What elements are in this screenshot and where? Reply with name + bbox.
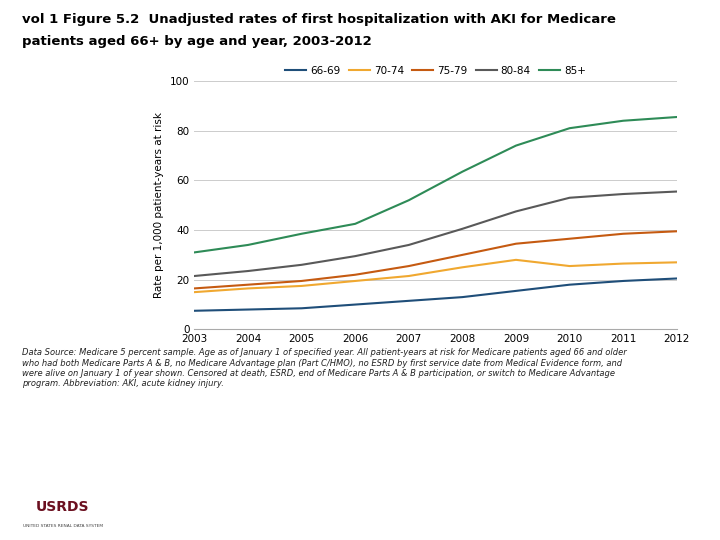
Text: USRDS: USRDS: [36, 501, 90, 515]
Text: vol 1 Figure 5.2  Unadjusted rates of first hospitalization with AKI for Medicar: vol 1 Figure 5.2 Unadjusted rates of fir…: [22, 14, 616, 26]
Text: Vol 1, CKD, Ch 5: Vol 1, CKD, Ch 5: [303, 508, 417, 522]
Text: patients aged 66+ by age and year, 2003-2012: patients aged 66+ by age and year, 2003-…: [22, 35, 372, 48]
Legend: 66-69, 70-74, 75-79, 80-84, 85+: 66-69, 70-74, 75-79, 80-84, 85+: [281, 62, 590, 80]
Text: UNITED STATES RENAL DATA SYSTEM: UNITED STATES RENAL DATA SYSTEM: [23, 524, 103, 528]
Y-axis label: Rate per 1,000 patient-years at risk: Rate per 1,000 patient-years at risk: [154, 112, 164, 298]
Text: Data Source: Medicare 5 percent sample. Age as of January 1 of specified year. A: Data Source: Medicare 5 percent sample. …: [22, 348, 626, 388]
Text: 5: 5: [690, 508, 698, 522]
